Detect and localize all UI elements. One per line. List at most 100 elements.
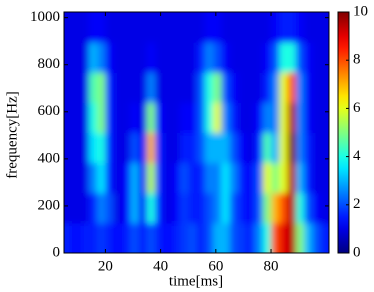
heatmap-cell xyxy=(72,12,82,43)
heatmap-cell xyxy=(171,102,181,133)
heatmap-cell xyxy=(237,192,247,224)
y-tick-label: 200 xyxy=(38,197,61,213)
heatmap-cell xyxy=(254,72,264,103)
heatmap-cell xyxy=(155,72,164,103)
heatmap-cell xyxy=(146,72,156,103)
heatmap-cell xyxy=(179,12,189,43)
heatmap-cell xyxy=(97,222,106,253)
heatmap-cell xyxy=(229,222,239,253)
heatmap-cell xyxy=(80,42,90,73)
heatmap-cell xyxy=(121,192,131,224)
heatmap-cell xyxy=(229,42,239,73)
y-tick-label: 400 xyxy=(38,150,61,166)
heatmap-cell xyxy=(113,162,123,194)
heatmap-cell xyxy=(279,42,289,73)
heatmap-cell xyxy=(72,192,82,224)
heatmap-cell xyxy=(146,222,156,253)
heatmap-cell xyxy=(113,42,123,73)
heatmap-cell xyxy=(138,192,148,224)
heatmap-cell xyxy=(213,42,222,73)
heatmap-cell xyxy=(64,132,73,164)
heatmap-cell xyxy=(304,222,313,253)
heatmap-cell xyxy=(254,42,264,73)
heatmap-cell xyxy=(279,192,289,224)
heatmap-cell xyxy=(312,132,322,164)
heatmap-cell xyxy=(221,192,231,224)
heatmap-cell xyxy=(295,162,305,194)
heatmap-cell xyxy=(196,72,206,103)
heatmap-cell xyxy=(146,12,156,43)
heatmap-cell xyxy=(196,192,206,224)
heatmap-cell xyxy=(262,222,272,253)
heatmap-cell xyxy=(221,102,231,133)
heatmap-cell xyxy=(204,72,214,103)
heatmap-cell xyxy=(188,222,197,253)
heatmap-cell xyxy=(304,132,313,164)
heatmap-cell xyxy=(262,102,272,133)
heatmap-cell xyxy=(163,72,173,103)
heatmap-cell xyxy=(105,102,115,133)
plot-frame xyxy=(63,11,330,254)
heatmap-cell xyxy=(171,12,181,43)
heatmap-cell xyxy=(80,162,90,194)
heatmap-cell xyxy=(246,12,255,43)
heatmap-cell xyxy=(213,12,222,43)
heatmap-cell xyxy=(254,132,264,164)
heatmap-cell xyxy=(320,132,329,164)
heatmap-cell xyxy=(155,132,164,164)
heatmap-cell xyxy=(179,42,189,73)
heatmap-cell xyxy=(312,72,322,103)
heatmap-cell xyxy=(155,162,164,194)
heatmap-cell xyxy=(121,12,131,43)
heatmap-cell xyxy=(163,42,173,73)
heatmap-cell xyxy=(171,72,181,103)
heatmap-cell xyxy=(88,12,98,43)
heatmap-cell xyxy=(204,132,214,164)
heatmap-cell xyxy=(221,72,231,103)
heatmap-cell xyxy=(171,132,181,164)
heatmap-cell xyxy=(105,222,115,253)
heatmap-cell xyxy=(271,222,280,253)
heatmap-cell xyxy=(271,102,280,133)
heatmap-cell xyxy=(213,192,222,224)
heatmap-cell xyxy=(163,222,173,253)
y-tick-label: 1000 xyxy=(30,9,60,25)
heatmap-cell xyxy=(312,222,322,253)
heatmap-cell xyxy=(237,12,247,43)
heatmap-cell xyxy=(155,42,164,73)
heatmap-cell xyxy=(254,102,264,133)
heatmap-cell xyxy=(246,102,255,133)
heatmap-cell xyxy=(254,162,264,194)
heatmap-cell xyxy=(204,42,214,73)
x-tick-label: 20 xyxy=(98,258,113,274)
heatmap-cell xyxy=(138,162,148,194)
heatmap-cell xyxy=(254,12,264,43)
heatmap-cell xyxy=(221,132,231,164)
heatmap-cell xyxy=(179,132,189,164)
heatmap-cell xyxy=(204,102,214,133)
heatmap-cell xyxy=(320,42,329,73)
heatmap-cell xyxy=(246,222,255,253)
heatmap-cell xyxy=(88,72,98,103)
heatmap-cell xyxy=(213,132,222,164)
heatmap-cell xyxy=(188,102,197,133)
heatmap-cell xyxy=(64,42,73,73)
heatmap-cell xyxy=(320,12,329,43)
heatmap-cell xyxy=(237,222,247,253)
heatmap-cell xyxy=(88,162,98,194)
heatmap-cell xyxy=(271,42,280,73)
heatmap-cell xyxy=(130,222,140,253)
heatmap-cell xyxy=(237,162,247,194)
heatmap-cell xyxy=(287,222,297,253)
heatmap-cell xyxy=(287,162,297,194)
heatmap-cell xyxy=(196,222,206,253)
heatmap-cell xyxy=(204,192,214,224)
heatmap-cell xyxy=(229,192,239,224)
heatmap-cell xyxy=(295,132,305,164)
heatmap-cell xyxy=(320,222,329,253)
heatmap-cell xyxy=(97,12,106,43)
colorbar-tick-label: 4 xyxy=(353,148,361,164)
heatmap-cell xyxy=(113,222,123,253)
heatmap-cell xyxy=(80,222,90,253)
heatmap-cell xyxy=(262,12,272,43)
